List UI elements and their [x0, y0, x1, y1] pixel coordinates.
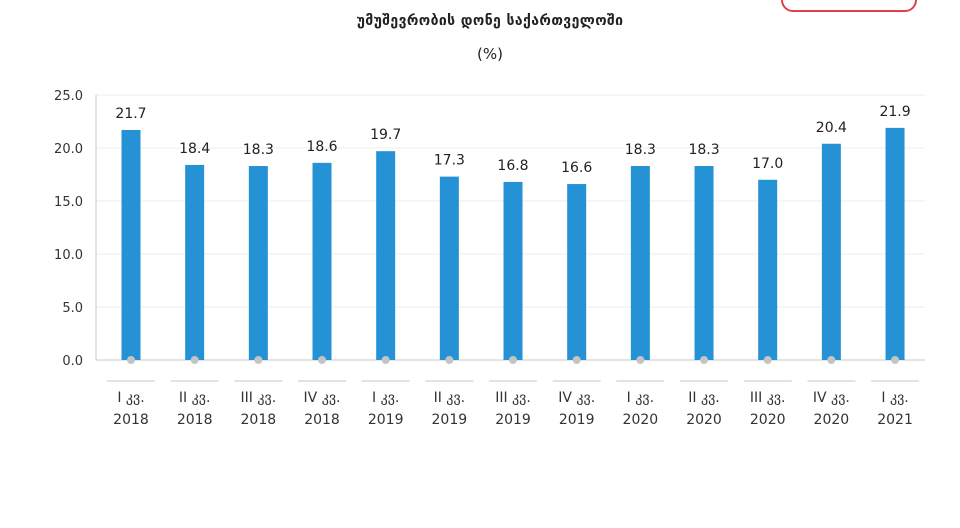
axis-marker [190, 356, 199, 364]
axis-marker [381, 356, 390, 364]
x-tick-label-year: 2019 [495, 412, 531, 428]
bar [439, 176, 459, 360]
y-tick-label: 25.0 [54, 89, 83, 104]
axis-marker [763, 356, 772, 364]
data-label: 18.3 [625, 142, 656, 158]
axis-marker [509, 356, 518, 364]
bar [121, 129, 141, 360]
bar [185, 164, 205, 360]
axis-marker [318, 356, 327, 364]
axis-marker [127, 356, 135, 364]
x-tick-label-year: 2020 [686, 412, 722, 428]
bar [567, 184, 587, 360]
axis-marker [700, 356, 709, 364]
data-label: 16.6 [561, 160, 592, 176]
y-tick-label: 20.0 [54, 142, 83, 157]
bar [630, 166, 650, 360]
data-label: 19.7 [370, 127, 401, 143]
data-label: 21.7 [115, 106, 146, 122]
x-tick-label-quarter: III კვ. [241, 390, 277, 406]
chart-subtitle: (%) [477, 45, 503, 63]
bar [758, 179, 778, 360]
x-tick-label-year: 2018 [113, 412, 149, 428]
y-tick-label: 5.0 [62, 301, 83, 316]
data-label: 18.4 [179, 141, 210, 157]
axis-marker [445, 356, 454, 364]
x-tick-label-year: 2020 [750, 412, 786, 428]
chart-title: უმუშევრობის დონე საქართველოში [356, 13, 624, 29]
x-tick-label-quarter: I კვ. [117, 390, 144, 406]
y-tick-label: 0.0 [62, 354, 83, 369]
x-tick-label-year: 2020 [814, 412, 850, 428]
x-tick-label-quarter: II კვ. [434, 390, 465, 406]
data-label: 18.3 [243, 142, 274, 158]
x-tick-label-year: 2019 [368, 412, 404, 428]
x-tick-label-year: 2019 [432, 412, 468, 428]
x-tick-label-quarter: II კვ. [179, 390, 210, 406]
x-tick-label-quarter: II კვ. [688, 390, 719, 406]
x-tick-label-quarter: I კვ. [372, 390, 399, 406]
x-tick-label-quarter: III კვ. [495, 390, 531, 406]
data-label: 20.4 [816, 120, 847, 136]
data-label: 18.6 [306, 139, 337, 155]
data-label: 21.9 [879, 104, 910, 120]
axis-marker [254, 356, 263, 364]
axis-marker [827, 356, 836, 364]
bar [821, 143, 841, 360]
data-label: 18.3 [688, 142, 719, 158]
axis-marker [636, 356, 645, 364]
x-tick-label-quarter: IV კვ. [813, 390, 850, 406]
bar [312, 162, 332, 360]
x-tick-label-quarter: III კვ. [750, 390, 786, 406]
axis-marker [572, 356, 581, 364]
x-tick-label-quarter: IV კვ. [558, 390, 595, 406]
x-tick-label-year: 2018 [177, 412, 213, 428]
x-tick-label-year: 2021 [877, 412, 913, 428]
y-tick-label: 10.0 [54, 248, 83, 263]
x-tick-label-quarter: IV კვ. [304, 390, 341, 406]
x-tick-label-year: 2019 [559, 412, 595, 428]
x-tick-label-quarter: I კვ. [881, 390, 908, 406]
axis-marker [891, 356, 900, 364]
x-tick-label-year: 2018 [304, 412, 340, 428]
x-tick-label-year: 2018 [241, 412, 277, 428]
x-tick-label-quarter: I კვ. [627, 390, 654, 406]
bar [376, 151, 396, 360]
y-tick-label: 15.0 [54, 195, 83, 210]
data-label: 17.3 [434, 153, 465, 169]
data-label: 16.8 [497, 158, 528, 174]
bar [694, 166, 714, 360]
x-tick-label-year: 2020 [623, 412, 659, 428]
bar [885, 127, 905, 360]
bar [503, 181, 523, 360]
bar [248, 166, 268, 360]
data-label: 17.0 [752, 156, 783, 172]
